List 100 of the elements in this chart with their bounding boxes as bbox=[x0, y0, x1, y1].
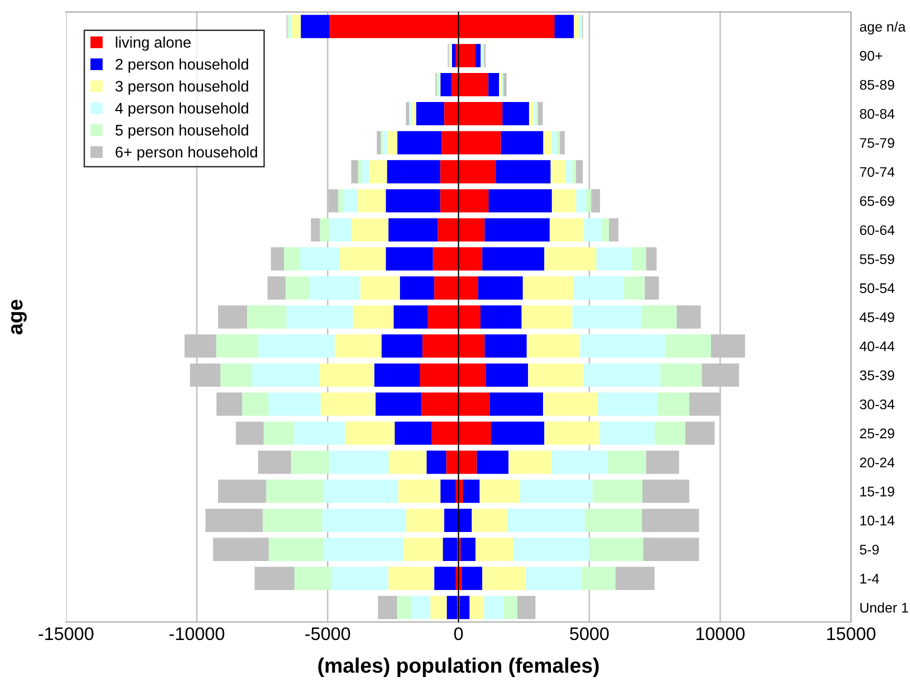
bar bbox=[284, 247, 300, 271]
bar bbox=[488, 73, 500, 96]
bar bbox=[574, 276, 624, 300]
bar bbox=[460, 596, 470, 620]
bar bbox=[476, 44, 481, 68]
legend-label: 4 person household bbox=[115, 102, 248, 117]
bar bbox=[598, 392, 658, 416]
bar bbox=[338, 189, 343, 212]
bar bbox=[334, 334, 382, 358]
y-tick-label: 55-59 bbox=[860, 254, 894, 264]
bar bbox=[440, 480, 456, 503]
bar bbox=[602, 218, 609, 242]
bar bbox=[397, 596, 412, 620]
bar bbox=[490, 392, 544, 416]
bar bbox=[324, 538, 404, 561]
bar bbox=[538, 102, 543, 126]
bar bbox=[586, 189, 592, 212]
bar bbox=[584, 508, 642, 532]
bar bbox=[412, 102, 416, 126]
bar bbox=[476, 538, 514, 561]
bar bbox=[544, 247, 596, 271]
bar bbox=[378, 596, 398, 620]
bar bbox=[665, 334, 712, 358]
bar bbox=[478, 276, 523, 300]
y-tick-label: 20-24 bbox=[860, 458, 894, 468]
bar bbox=[406, 508, 444, 532]
bar bbox=[292, 14, 301, 38]
bar bbox=[369, 160, 388, 184]
bar bbox=[242, 392, 269, 416]
bar bbox=[218, 480, 266, 503]
bar bbox=[434, 566, 456, 590]
legend-label: 2 person household bbox=[116, 58, 248, 73]
y-tick-label: 50-54 bbox=[860, 283, 894, 294]
bar bbox=[522, 305, 572, 329]
y-tick-label: 5-9 bbox=[860, 544, 879, 555]
bar bbox=[386, 189, 440, 212]
bar bbox=[258, 450, 292, 474]
bar bbox=[642, 508, 699, 532]
y-tick-label: 10-14 bbox=[860, 516, 894, 526]
bar bbox=[376, 131, 381, 154]
bar bbox=[394, 422, 432, 445]
bar bbox=[286, 305, 353, 329]
bar bbox=[576, 189, 586, 212]
bar bbox=[262, 508, 322, 532]
bar bbox=[616, 566, 654, 590]
bar bbox=[340, 247, 386, 271]
bar bbox=[632, 247, 646, 271]
bar bbox=[458, 480, 463, 503]
bar bbox=[462, 566, 482, 590]
bar bbox=[218, 305, 248, 329]
bar bbox=[646, 247, 657, 271]
bar bbox=[484, 596, 504, 620]
bar bbox=[543, 392, 598, 416]
bar bbox=[504, 73, 507, 96]
bar bbox=[362, 160, 370, 184]
bar bbox=[442, 538, 458, 561]
bar bbox=[520, 480, 593, 503]
legend-label: living alone bbox=[116, 36, 191, 51]
bar bbox=[592, 480, 642, 503]
bar bbox=[576, 160, 583, 184]
bar bbox=[528, 363, 584, 387]
bar bbox=[484, 334, 527, 358]
bar bbox=[488, 189, 552, 212]
bar bbox=[294, 566, 332, 590]
bar bbox=[508, 450, 552, 474]
legend-label: 3 person household bbox=[115, 80, 248, 95]
bar bbox=[411, 596, 430, 620]
bar bbox=[566, 160, 572, 184]
bar bbox=[623, 276, 645, 300]
bar bbox=[426, 450, 446, 474]
bar bbox=[482, 247, 544, 271]
bar bbox=[342, 189, 358, 212]
bar bbox=[382, 334, 422, 358]
y-tick-label: 25-29 bbox=[860, 428, 894, 438]
bar bbox=[552, 131, 557, 154]
bar bbox=[266, 480, 324, 503]
bar bbox=[382, 131, 388, 154]
x-tick-label: 5000 bbox=[570, 627, 609, 640]
x-tick-label: 0 bbox=[454, 627, 463, 640]
bar bbox=[220, 363, 252, 387]
bar bbox=[388, 218, 438, 242]
y-tick-label: 75-79 bbox=[860, 138, 894, 148]
bar bbox=[267, 276, 286, 300]
bar bbox=[446, 596, 458, 620]
y-tick-label: 1-4 bbox=[860, 574, 879, 584]
y-tick-label: 45-49 bbox=[860, 312, 894, 322]
bar bbox=[320, 363, 374, 387]
bar bbox=[360, 276, 400, 300]
bar bbox=[440, 73, 452, 96]
bar bbox=[526, 566, 582, 590]
y-tick-label: 40-44 bbox=[860, 341, 894, 352]
bar bbox=[416, 102, 444, 126]
bar bbox=[480, 305, 522, 329]
bar bbox=[643, 538, 699, 561]
bar bbox=[591, 189, 600, 212]
bar bbox=[556, 131, 560, 154]
bar bbox=[572, 305, 642, 329]
bar bbox=[476, 450, 508, 474]
bar bbox=[644, 276, 659, 300]
bar bbox=[513, 538, 590, 561]
